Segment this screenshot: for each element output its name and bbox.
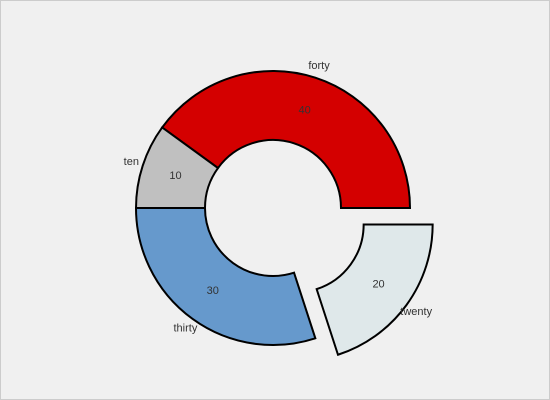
value-label: 20 (372, 279, 384, 291)
category-label: forty (308, 60, 330, 72)
wedge (315, 223, 434, 357)
category-label: thirty (173, 322, 197, 334)
wedge (134, 207, 317, 346)
value-label: 30 (207, 285, 219, 297)
category-label: twenty (400, 306, 432, 318)
category-label: ten (124, 156, 139, 168)
value-label: 40 (299, 104, 311, 116)
wedge (160, 70, 412, 209)
value-label: 10 (169, 170, 181, 182)
